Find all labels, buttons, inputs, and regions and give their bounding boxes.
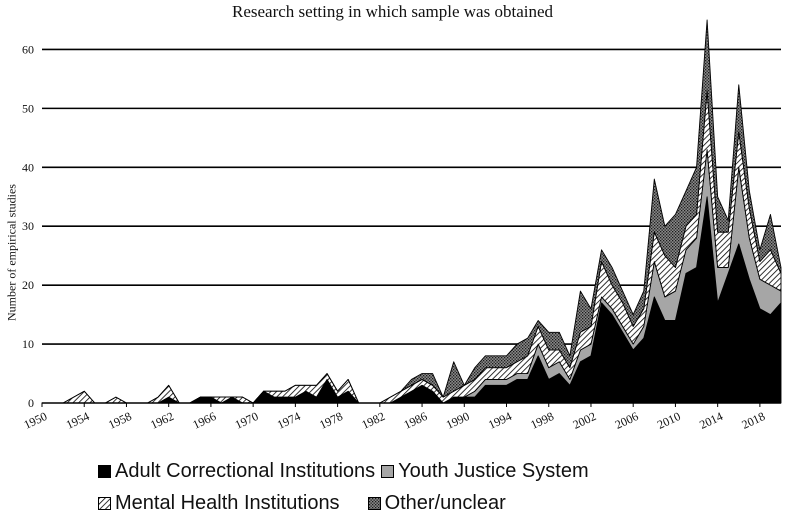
- legend-label-adult: Adult Correctional Institutions: [115, 459, 376, 482]
- y-tick-label: 60: [22, 42, 34, 56]
- x-tick-label: 1950: [22, 409, 50, 432]
- x-tick-label: 1990: [444, 409, 472, 432]
- legend-item-youth: Youth Justice System: [381, 459, 589, 483]
- x-tick-label: 1966: [191, 409, 219, 432]
- x-tick-label: 1994: [486, 409, 514, 432]
- legend-label-youth: Youth Justice System: [398, 459, 589, 482]
- legend-swatch-adult: [98, 464, 111, 478]
- x-tick-label: 1978: [317, 409, 345, 432]
- chart-title: Research setting in which sample was obt…: [231, 2, 554, 21]
- legend-item-other: Other/unclear: [367, 491, 506, 515]
- x-tick-label: 2002: [571, 409, 599, 432]
- y-tick-label: 40: [22, 160, 34, 174]
- x-tick-label: 1954: [64, 409, 92, 432]
- x-tick-label: 1958: [106, 409, 134, 432]
- x-tick-label: 2010: [655, 409, 683, 432]
- x-tick-label: 1982: [359, 409, 387, 432]
- plot-area: 0 10 20 30 40 50 60 1950 1954 1958 1962 1966 1970 197…: [22, 19, 782, 432]
- legend: Adult Correctional Institutions Youth Ju…: [98, 455, 758, 519]
- legend-item-mental: Mental Health Institutions: [98, 492, 340, 515]
- x-tick-label: 1974: [275, 409, 303, 432]
- x-tick-label: 1970: [233, 409, 261, 432]
- x-tick-label: 2018: [739, 409, 767, 432]
- legend-label-other: Other/unclear: [384, 491, 506, 514]
- legend-swatch-mental: [98, 496, 111, 510]
- x-tick-label: 1986: [402, 409, 430, 432]
- legend-swatch-other: [367, 496, 381, 510]
- x-tick-label: 1962: [148, 409, 176, 432]
- legend-item-adult: Adult Correctional Institutions: [98, 460, 375, 483]
- x-tick-label: 2006: [613, 409, 641, 432]
- y-tick-label: 50: [22, 101, 34, 115]
- y-tick-label: 30: [22, 219, 34, 233]
- x-tick-label: 1998: [528, 409, 556, 432]
- legend-swatch-youth: [381, 464, 395, 478]
- area-other-unclear: [41, 19, 782, 404]
- y-tick-label: 10: [22, 337, 34, 351]
- legend-label-mental: Mental Health Institutions: [115, 491, 340, 514]
- y-tick-label: 20: [22, 278, 34, 292]
- x-tick-label: 2014: [697, 409, 725, 432]
- y-tick-label: 0: [28, 396, 34, 410]
